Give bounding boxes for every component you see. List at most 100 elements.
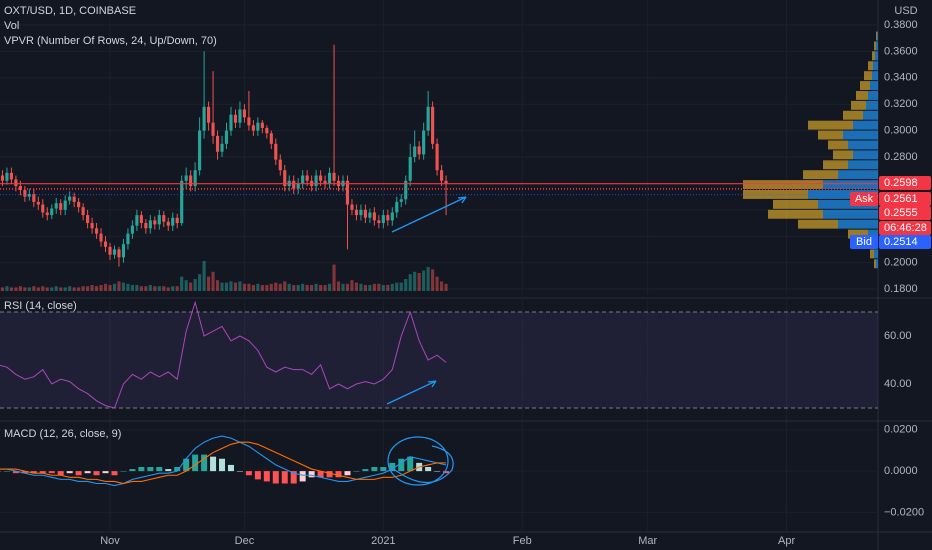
macd-histogram — [183, 458, 190, 472]
macd-histogram — [425, 466, 432, 472]
macd-histogram — [165, 469, 172, 472]
x-tick-label: 2021 — [371, 535, 395, 547]
volume-bar — [417, 273, 421, 291]
volume-bar — [59, 287, 63, 291]
volume-bar — [265, 285, 269, 291]
profile-up — [838, 219, 878, 229]
currency: USD — [894, 5, 917, 17]
profile-down — [874, 41, 876, 51]
volume-bar — [94, 286, 99, 291]
candle-body — [139, 215, 143, 224]
price-tag-box — [850, 192, 878, 206]
volume-bar — [86, 286, 90, 291]
candle-body — [444, 180, 448, 184]
volume-bar — [18, 286, 22, 291]
candle-body — [404, 180, 408, 200]
macd-histogram — [30, 471, 37, 474]
profile-up — [818, 199, 878, 209]
volume-bar — [413, 271, 417, 291]
volume-bar — [319, 285, 323, 291]
volume-bar — [224, 282, 229, 291]
volume-bar — [215, 280, 220, 291]
candle-body — [45, 212, 49, 216]
macd-histogram — [66, 471, 73, 474]
profile-down — [798, 219, 838, 229]
candle-body — [274, 143, 278, 160]
macd-histogram — [362, 469, 369, 472]
volume-bar — [189, 282, 193, 291]
candle-body — [363, 209, 367, 218]
profile-down — [876, 31, 877, 41]
volume-bar — [211, 271, 215, 291]
y-tick-label: 0.2000 — [884, 257, 918, 269]
profile-down — [868, 61, 873, 71]
volume-bar — [242, 283, 246, 291]
candle-body — [359, 209, 363, 216]
candle-body — [256, 122, 260, 131]
macd-histogram — [227, 464, 234, 472]
candle-body — [54, 203, 58, 209]
candle-body — [435, 143, 439, 171]
volume-bar — [314, 283, 318, 291]
macd-histogram — [371, 466, 378, 472]
arrow-head — [457, 196, 467, 204]
macd-histogram — [210, 456, 217, 472]
macd-histogram — [57, 471, 64, 476]
candle-body — [242, 109, 246, 118]
profile-up — [853, 150, 878, 160]
volume-bar — [440, 281, 444, 291]
candle-body — [323, 180, 327, 184]
x-tick-label: Dec — [235, 535, 255, 547]
candle-body — [36, 201, 40, 205]
volume-bar — [41, 286, 45, 291]
profile-down — [872, 51, 875, 61]
candle-body — [292, 180, 296, 189]
candle-body — [314, 175, 318, 187]
profile-down — [803, 170, 838, 180]
profile-up — [876, 259, 878, 269]
candle-body — [238, 109, 242, 123]
volume-bar — [287, 283, 291, 291]
y-tick-label: −0.0200 — [884, 506, 924, 518]
y-tick-label: 0.1800 — [884, 283, 918, 295]
vol-label: Vol — [4, 20, 19, 32]
profile-down — [743, 190, 808, 199]
volume-bar — [162, 286, 166, 291]
volume-bar — [305, 285, 309, 291]
macd-histogram — [380, 466, 387, 472]
candle-body — [422, 130, 426, 155]
candle-body — [440, 170, 444, 181]
profile-down — [843, 110, 863, 120]
volume-bar — [390, 283, 394, 291]
profile-down — [768, 209, 823, 219]
candle-body — [0, 175, 5, 181]
candle-body — [372, 212, 376, 221]
profile-up — [870, 81, 878, 90]
profile-up — [853, 120, 878, 130]
macd-histogram — [129, 469, 136, 472]
volume-bar — [202, 261, 206, 291]
rsi-label: RSI (14, close) — [4, 300, 77, 312]
volume-bar — [269, 283, 273, 291]
profile-up — [876, 41, 878, 51]
macd-histogram — [308, 471, 315, 478]
volume-bar — [0, 287, 5, 291]
profile-down — [870, 249, 874, 259]
symbol: OXT/USD, 1D, COINBASE — [4, 5, 136, 17]
macd-histogram — [111, 471, 118, 476]
macd-histogram — [335, 471, 342, 478]
x-tick-label: Feb — [513, 535, 532, 547]
profile-down — [743, 180, 823, 190]
price-tag: Ask — [855, 193, 874, 205]
macd-histogram — [299, 471, 306, 482]
volume-bar — [345, 283, 350, 291]
macd-histogram — [0, 471, 1, 472]
candle-body — [269, 133, 273, 144]
macd-label: MACD (12, 26, close, 9) — [4, 428, 121, 440]
profile-down — [848, 229, 868, 239]
volume-bar — [175, 286, 179, 291]
volume-bar — [296, 285, 300, 291]
profile-up — [868, 229, 878, 239]
